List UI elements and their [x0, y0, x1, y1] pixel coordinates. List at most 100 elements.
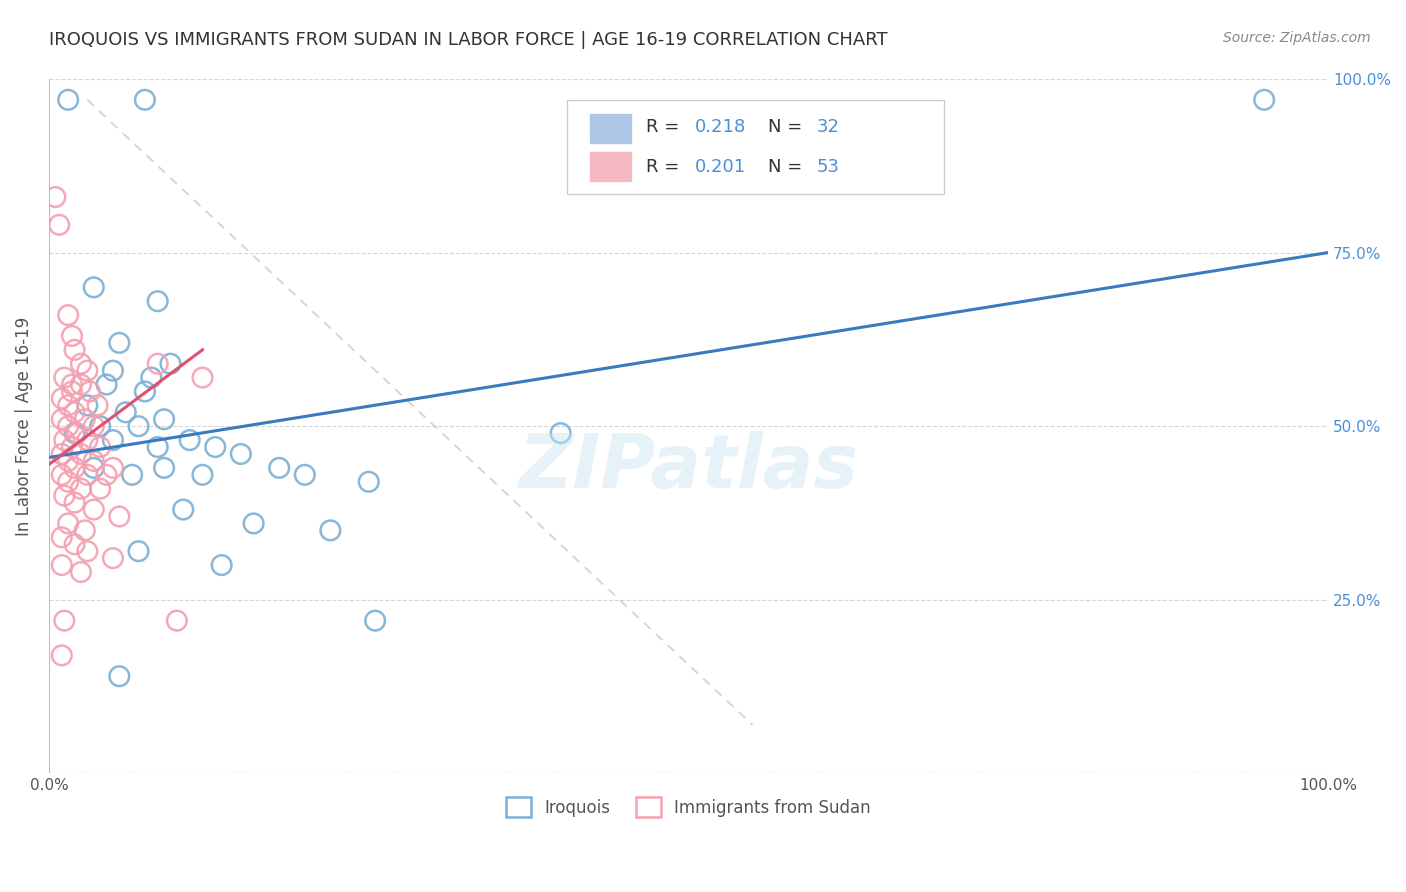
Point — [204, 440, 226, 454]
Point — [101, 461, 124, 475]
Point — [211, 558, 233, 573]
Point — [51, 412, 73, 426]
Point — [101, 364, 124, 378]
Point — [83, 454, 105, 468]
Point — [76, 544, 98, 558]
Point — [60, 329, 83, 343]
Point — [364, 614, 387, 628]
Point — [53, 489, 76, 503]
Point — [56, 516, 79, 531]
FancyBboxPatch shape — [591, 114, 631, 144]
Text: N =: N = — [768, 158, 808, 176]
Point — [1253, 93, 1275, 107]
Point — [73, 524, 96, 538]
FancyBboxPatch shape — [567, 100, 945, 194]
Point — [153, 412, 176, 426]
Point — [294, 467, 316, 482]
Point — [66, 426, 89, 441]
Point — [101, 551, 124, 566]
Point — [76, 467, 98, 482]
Point — [76, 364, 98, 378]
Point — [357, 475, 380, 489]
Point — [53, 433, 76, 447]
Point — [146, 294, 169, 309]
Legend: Iroquois, Immigrants from Sudan: Iroquois, Immigrants from Sudan — [499, 790, 877, 824]
Point — [53, 614, 76, 628]
Point — [60, 384, 83, 399]
Point — [146, 357, 169, 371]
FancyBboxPatch shape — [591, 152, 631, 181]
Point — [63, 426, 86, 441]
Point — [86, 398, 108, 412]
Point — [128, 544, 150, 558]
Point — [550, 426, 572, 441]
Point — [114, 405, 136, 419]
Point — [56, 419, 79, 434]
Point — [89, 440, 111, 454]
Point — [60, 440, 83, 454]
Point — [166, 614, 188, 628]
Y-axis label: In Labor Force | Age 16-19: In Labor Force | Age 16-19 — [15, 317, 32, 536]
Point — [96, 467, 118, 482]
Point — [51, 392, 73, 406]
Point — [56, 475, 79, 489]
Point — [108, 509, 131, 524]
Point — [56, 398, 79, 412]
Point — [51, 467, 73, 482]
Point — [48, 218, 70, 232]
Point — [53, 370, 76, 384]
Point — [56, 454, 79, 468]
Point — [83, 461, 105, 475]
Point — [96, 377, 118, 392]
Point — [191, 467, 214, 482]
Point — [83, 280, 105, 294]
Text: 53: 53 — [817, 158, 839, 176]
Point — [63, 537, 86, 551]
Point — [83, 419, 105, 434]
Point — [63, 495, 86, 509]
Point — [141, 370, 163, 384]
Text: IROQUOIS VS IMMIGRANTS FROM SUDAN IN LABOR FORCE | AGE 16-19 CORRELATION CHART: IROQUOIS VS IMMIGRANTS FROM SUDAN IN LAB… — [49, 31, 887, 49]
Point — [73, 412, 96, 426]
Point — [319, 524, 342, 538]
Point — [108, 335, 131, 350]
Point — [56, 93, 79, 107]
Text: 0.201: 0.201 — [695, 158, 747, 176]
Point — [70, 357, 93, 371]
Text: 32: 32 — [817, 118, 839, 136]
Point — [179, 433, 201, 447]
Point — [159, 357, 181, 371]
Point — [63, 343, 86, 357]
Point — [134, 384, 156, 399]
Point — [51, 558, 73, 573]
Point — [63, 461, 86, 475]
Point — [229, 447, 252, 461]
Text: ZIPatlas: ZIPatlas — [519, 432, 859, 504]
Point — [269, 461, 291, 475]
Point — [63, 405, 86, 419]
Point — [76, 398, 98, 412]
Point — [89, 482, 111, 496]
Point — [51, 447, 73, 461]
Point — [56, 308, 79, 322]
Point — [70, 482, 93, 496]
Text: Source: ZipAtlas.com: Source: ZipAtlas.com — [1223, 31, 1371, 45]
Point — [101, 433, 124, 447]
Text: 0.218: 0.218 — [695, 118, 747, 136]
Point — [146, 440, 169, 454]
Point — [70, 377, 93, 392]
Point — [242, 516, 264, 531]
Point — [70, 447, 93, 461]
Point — [89, 419, 111, 434]
Text: N =: N = — [768, 118, 808, 136]
Point — [51, 530, 73, 544]
Point — [191, 370, 214, 384]
Point — [134, 93, 156, 107]
Point — [79, 384, 101, 399]
Point — [51, 648, 73, 663]
Point — [60, 377, 83, 392]
Point — [76, 433, 98, 447]
Point — [172, 502, 194, 516]
Point — [44, 190, 66, 204]
Text: R =: R = — [647, 118, 685, 136]
